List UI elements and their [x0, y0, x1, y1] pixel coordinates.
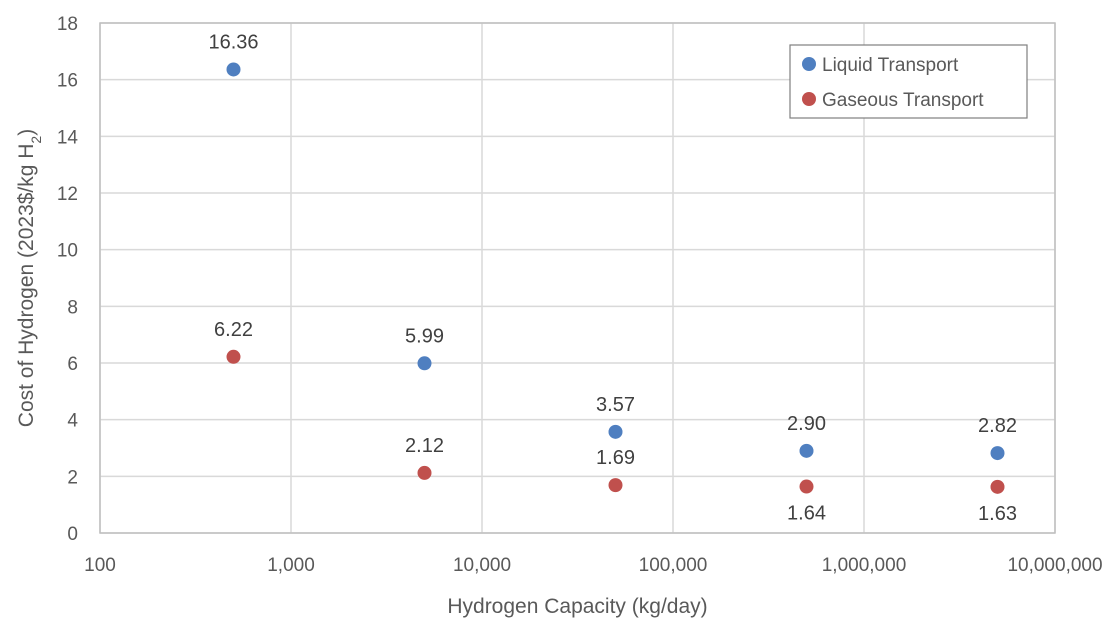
data-point-liquid-transport [417, 356, 432, 371]
y-axis-title-main: Cost of Hydrogen (2023$/kg H [15, 144, 38, 428]
x-tick-label: 10,000 [453, 555, 511, 576]
y-tick-label: 2 [67, 467, 78, 488]
x-tick-label: 100 [84, 555, 116, 576]
data-label-gaseous-transport: 2.12 [405, 435, 444, 457]
x-tick-label: 100,000 [639, 555, 708, 576]
legend-box [789, 44, 1028, 119]
plot-area-frame [99, 22, 1056, 534]
data-point-gaseous-transport [608, 478, 623, 493]
y-axis-title: Cost of Hydrogen (2023$/kg H2) [15, 129, 44, 427]
data-point-gaseous-transport [417, 465, 432, 480]
data-label-gaseous-transport: 1.69 [596, 447, 635, 469]
legend-marker-liquid-transport [802, 57, 816, 71]
data-label-liquid-transport: 5.99 [405, 325, 444, 347]
data-points [226, 62, 1005, 494]
data-label-gaseous-transport: 6.22 [214, 319, 253, 341]
legend: Liquid Transport Gaseous Transport [789, 44, 1028, 119]
data-label-liquid-transport: 2.82 [978, 415, 1017, 437]
data-label-gaseous-transport: 1.63 [978, 503, 1017, 525]
y-tick-label: 8 [67, 297, 78, 318]
data-label-gaseous-transport: 1.64 [787, 503, 826, 525]
data-label-liquid-transport: 2.90 [787, 413, 826, 435]
legend-marker-gaseous-transport [802, 92, 816, 106]
data-point-liquid-transport [608, 424, 623, 439]
x-tick-label: 1,000 [267, 555, 315, 576]
x-tick-label: 1,000,000 [822, 555, 907, 576]
data-label-liquid-transport: 3.57 [596, 394, 635, 416]
y-axis-title-suffix: ) [15, 129, 38, 136]
legend-label-liquid-transport: Liquid Transport [822, 55, 959, 76]
y-tick-label: 6 [67, 354, 78, 375]
data-point-liquid-transport [990, 446, 1005, 461]
y-tick-label: 12 [57, 184, 78, 205]
data-point-gaseous-transport [799, 479, 814, 494]
data-point-gaseous-transport [226, 349, 241, 364]
x-axis-title: Hydrogen Capacity (kg/day) [447, 595, 707, 618]
y-tick-label: 0 [67, 524, 78, 545]
y-tick-label: 14 [57, 127, 79, 148]
legend-label-gaseous-transport: Gaseous Transport [822, 90, 984, 111]
y-axis-title-subscript: 2 [28, 136, 44, 144]
y-tick-label: 10 [57, 241, 78, 262]
data-label-liquid-transport: 16.36 [208, 31, 258, 53]
y-tick-label: 4 [67, 411, 78, 432]
y-tick-label: 16 [57, 71, 78, 92]
data-labels: 16.36 5.99 3.57 2.90 2.82 6.22 2.12 1.69 1.64 1.6… [208, 31, 1017, 524]
data-point-liquid-transport [799, 443, 814, 458]
data-point-liquid-transport [226, 62, 241, 77]
x-tick-label: 10,000,000 [1007, 555, 1102, 576]
y-axis-tick-labels: 0 2 4 6 8 10 12 14 16 18 [57, 14, 79, 545]
x-axis-tick-labels: 100 1,000 10,000 100,000 1,000,000 10,000,000 [84, 555, 1102, 576]
data-point-gaseous-transport [990, 479, 1005, 494]
y-tick-label: 18 [57, 14, 78, 35]
